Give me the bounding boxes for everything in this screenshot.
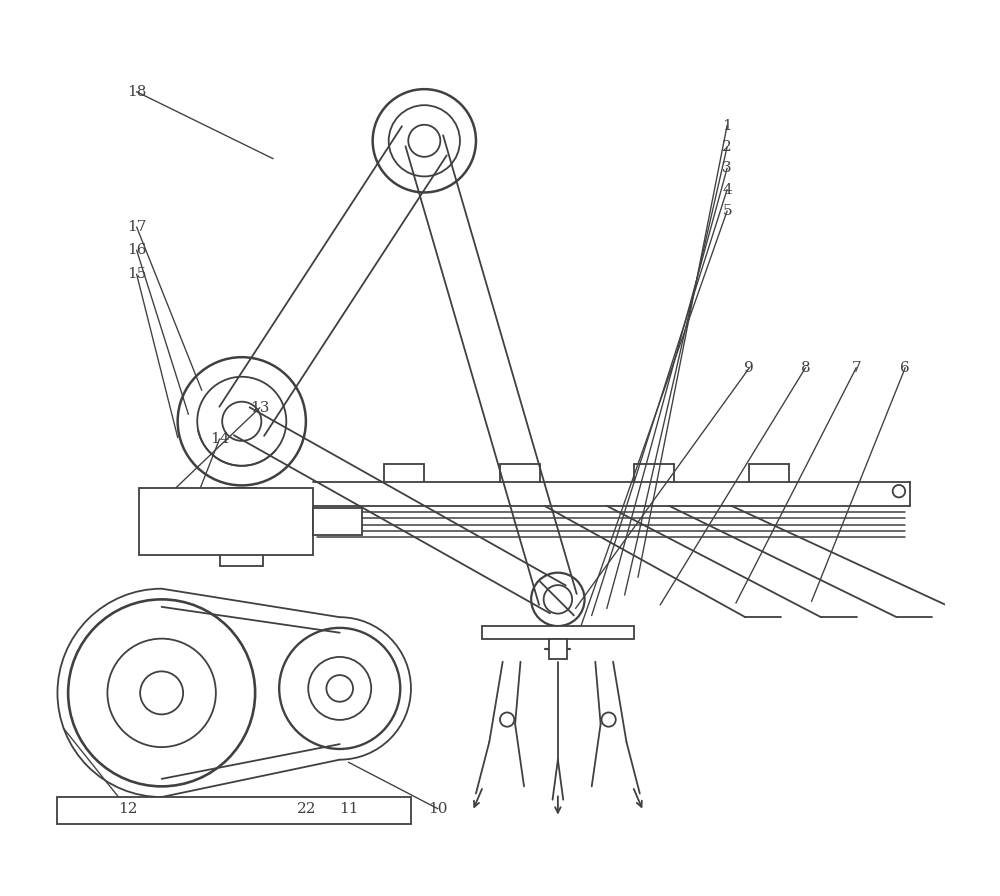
Bar [57, 797, 411, 823]
Text: 13: 13 [250, 401, 269, 415]
Text: 11: 11 [339, 802, 358, 815]
Text: 10: 10 [428, 802, 447, 815]
Text: 15: 15 [127, 267, 146, 281]
Bar [549, 640, 567, 659]
Bar [313, 508, 362, 535]
Text: 3: 3 [722, 161, 732, 176]
Text: 7: 7 [851, 361, 861, 375]
Text: 1: 1 [722, 118, 732, 133]
Text: 16: 16 [127, 244, 146, 257]
Bar [482, 626, 634, 640]
Text: 14: 14 [210, 432, 229, 446]
Text: 22: 22 [297, 802, 317, 815]
Text: 12: 12 [118, 802, 138, 815]
Text: 5: 5 [722, 204, 732, 218]
Bar [220, 541, 263, 566]
Bar [139, 488, 313, 555]
Bar [228, 488, 256, 541]
Text: 8: 8 [801, 361, 810, 375]
Text: 6: 6 [900, 361, 910, 375]
Text: 17: 17 [127, 220, 146, 234]
Text: 2: 2 [722, 140, 732, 154]
Text: 4: 4 [722, 183, 732, 197]
Text: 18: 18 [127, 85, 146, 99]
Text: 9: 9 [744, 361, 754, 375]
